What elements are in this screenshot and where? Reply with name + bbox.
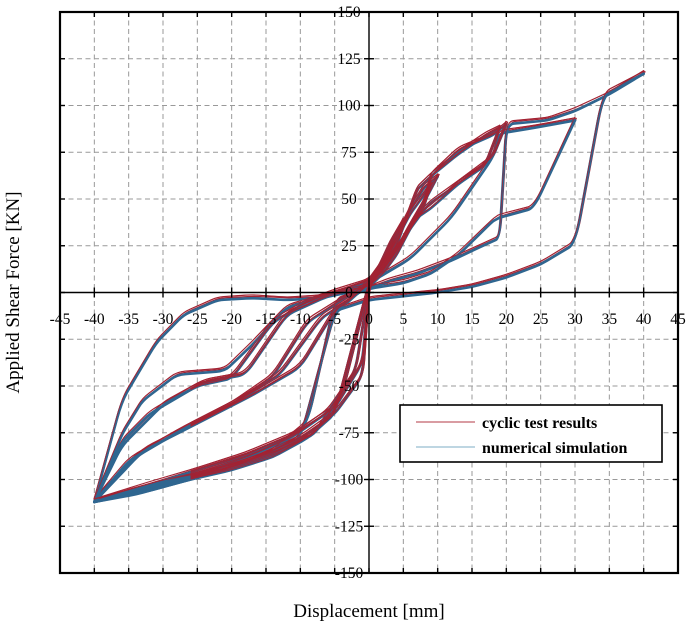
svg-text:-25: -25 <box>339 331 360 348</box>
svg-text:Displacement [mm]: Displacement [mm] <box>293 601 444 622</box>
svg-text:45: 45 <box>670 311 686 328</box>
svg-text:15: 15 <box>464 311 480 328</box>
svg-text:100: 100 <box>337 98 361 115</box>
svg-text:Applied Shear Force [KN]: Applied Shear Force [KN] <box>3 191 24 393</box>
svg-text:-30: -30 <box>153 311 174 328</box>
svg-text:5: 5 <box>399 311 407 328</box>
svg-text:-100: -100 <box>335 472 364 489</box>
svg-text:-35: -35 <box>118 311 139 328</box>
svg-text:-10: -10 <box>290 311 311 328</box>
svg-text:20: 20 <box>499 311 515 328</box>
svg-text:-25: -25 <box>187 311 208 328</box>
svg-text:150: 150 <box>337 4 361 21</box>
svg-text:25: 25 <box>533 311 549 328</box>
svg-text:-45: -45 <box>50 311 71 328</box>
svg-text:125: 125 <box>337 51 361 68</box>
svg-text:-40: -40 <box>84 311 105 328</box>
svg-text:-75: -75 <box>339 425 360 442</box>
svg-text:0: 0 <box>345 285 353 302</box>
svg-text:-20: -20 <box>221 311 242 328</box>
svg-text:cyclic test results: cyclic test results <box>482 415 597 432</box>
svg-text:30: 30 <box>567 311 583 328</box>
svg-text:40: 40 <box>636 311 652 328</box>
svg-text:-5: -5 <box>328 311 341 328</box>
svg-text:numerical simulation: numerical simulation <box>482 440 627 457</box>
svg-text:-15: -15 <box>256 311 277 328</box>
svg-text:35: 35 <box>602 311 618 328</box>
svg-text:50: 50 <box>341 191 357 208</box>
svg-text:0: 0 <box>365 311 373 328</box>
svg-text:25: 25 <box>341 238 357 255</box>
svg-text:-125: -125 <box>335 518 364 535</box>
svg-text:10: 10 <box>430 311 446 328</box>
svg-text:75: 75 <box>341 144 357 161</box>
svg-text:-50: -50 <box>339 378 360 395</box>
svg-text:-150: -150 <box>335 565 364 582</box>
